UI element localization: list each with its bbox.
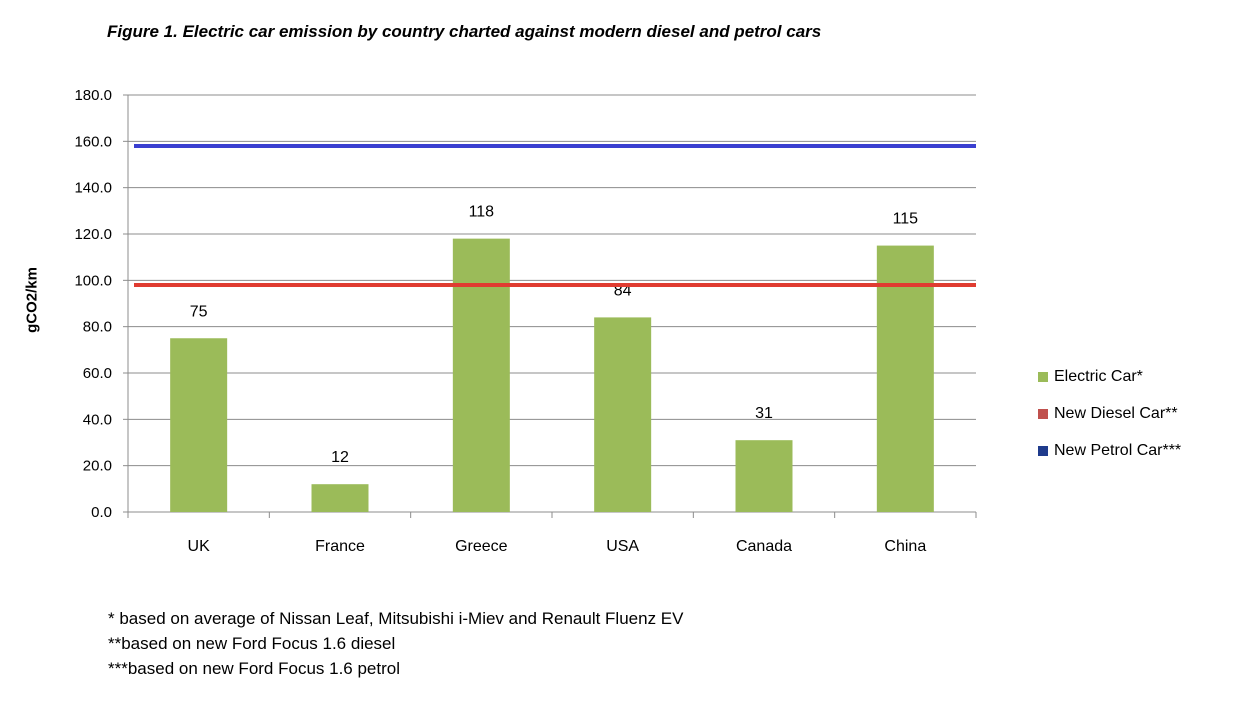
footnote-petrol: ***based on new Ford Focus 1.6 petrol (108, 659, 401, 678)
data-label: 115 (893, 211, 919, 228)
x-tick-label: Greece (455, 538, 508, 555)
legend-swatch-petrol (1038, 445, 1048, 456)
x-tick-label: Canada (736, 538, 792, 555)
bar-uk (170, 338, 228, 512)
legend-swatch-electric (1038, 371, 1048, 382)
bar-china (876, 245, 934, 513)
y-tick-label: 160.0 (74, 133, 112, 150)
footnote-electric: * based on average of Nissan Leaf, Mitsu… (108, 609, 684, 628)
x-tick-label: UK (188, 538, 211, 555)
y-tick-label: 140.0 (74, 180, 112, 197)
footnote-diesel: **based on new Ford Focus 1.6 diesel (108, 634, 396, 653)
y-tick-label: 60.0 (83, 365, 112, 382)
bar-canada (735, 440, 793, 512)
x-tick-label: China (884, 538, 926, 555)
figure-caption: Figure 1. Electric car emission by count… (107, 22, 822, 41)
y-axis-label: gCO2/km (23, 267, 41, 333)
legend-label-electric: Electric Car* (1054, 367, 1143, 385)
x-tick-label: France (315, 538, 365, 555)
legend-item-diesel: New Diesel Car** (1038, 395, 1181, 432)
y-tick-label: 80.0 (83, 319, 112, 336)
bar-france (311, 484, 369, 512)
legend-label-petrol: New Petrol Car*** (1054, 441, 1182, 459)
y-tick-label: 20.0 (83, 458, 112, 475)
bar-usa (594, 317, 652, 512)
legend: Electric Car* New Diesel Car** New Petro… (1038, 358, 1181, 469)
data-label: 31 (755, 405, 773, 422)
legend-item-electric: Electric Car* (1038, 358, 1181, 395)
bar-greece (452, 238, 510, 512)
data-label: 12 (331, 449, 349, 466)
data-label: 75 (190, 303, 208, 320)
y-tick-label: 0.0 (91, 504, 112, 521)
legend-label-diesel: New Diesel Car** (1054, 404, 1178, 422)
legend-swatch-diesel (1038, 408, 1048, 419)
legend-item-petrol: New Petrol Car*** (1038, 432, 1181, 469)
data-label: 118 (469, 204, 495, 221)
x-tick-label: USA (606, 538, 639, 555)
y-tick-label: 40.0 (83, 411, 112, 428)
footnotes: * based on average of Nissan Leaf, Mitsu… (108, 606, 683, 681)
y-tick-label: 180.0 (74, 87, 112, 104)
y-tick-label: 120.0 (74, 226, 112, 243)
y-tick-label: 100.0 (74, 272, 112, 289)
